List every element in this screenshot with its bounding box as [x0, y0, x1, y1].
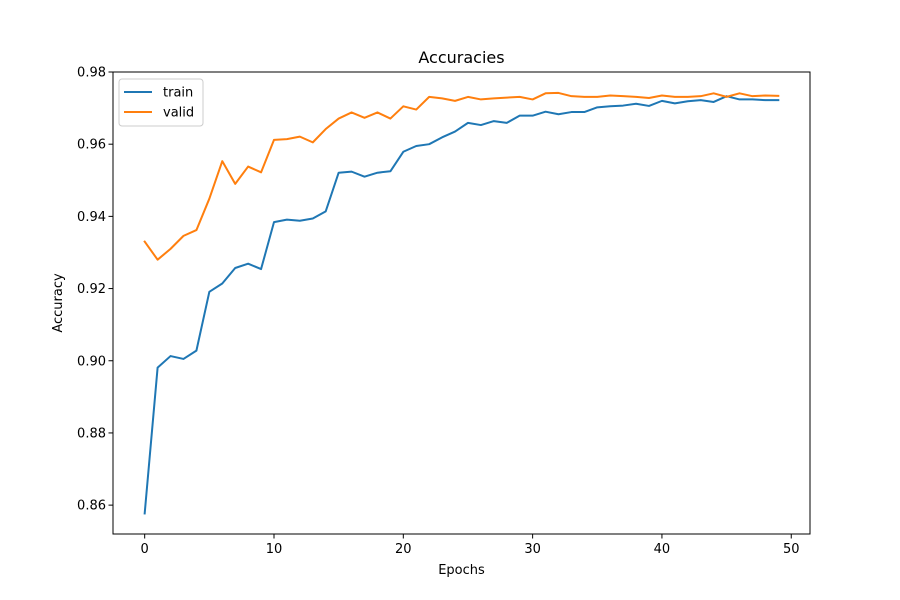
x-tick-label: 20	[395, 542, 412, 557]
x-tick-label: 0	[141, 542, 149, 557]
y-axis-label: Accuracy	[51, 273, 66, 333]
legend-label-train: train	[163, 86, 193, 101]
series-line-valid	[143, 91, 780, 261]
y-tick-label: 0.96	[77, 138, 106, 153]
series-line-train	[143, 95, 780, 515]
x-tick-label: 30	[524, 542, 541, 557]
y-tick-label: 0.88	[77, 426, 106, 441]
legend: train valid	[118, 78, 204, 127]
y-tick-label: 0.86	[77, 499, 106, 514]
y-tick-label: 0.92	[77, 282, 106, 297]
x-tick-label: 50	[783, 542, 800, 557]
x-tick-label: 40	[654, 542, 671, 557]
chart-title: Accuracies	[418, 48, 504, 67]
axes-frame	[112, 71, 811, 535]
y-tick-label: 0.98	[77, 66, 106, 81]
legend-label-valid: valid	[163, 106, 194, 121]
lines-layer	[143, 91, 780, 515]
ticks-layer: 0 10 20 30 40 50 0.86 0.88 0.90 0.92 0.94 0.96 0.98	[77, 66, 799, 558]
y-tick-label: 0.94	[77, 210, 106, 225]
y-tick-label: 0.90	[77, 354, 106, 369]
x-tick-label: 10	[266, 542, 283, 557]
x-axis-label: Epochs	[438, 563, 485, 578]
legend-box	[118, 78, 204, 127]
